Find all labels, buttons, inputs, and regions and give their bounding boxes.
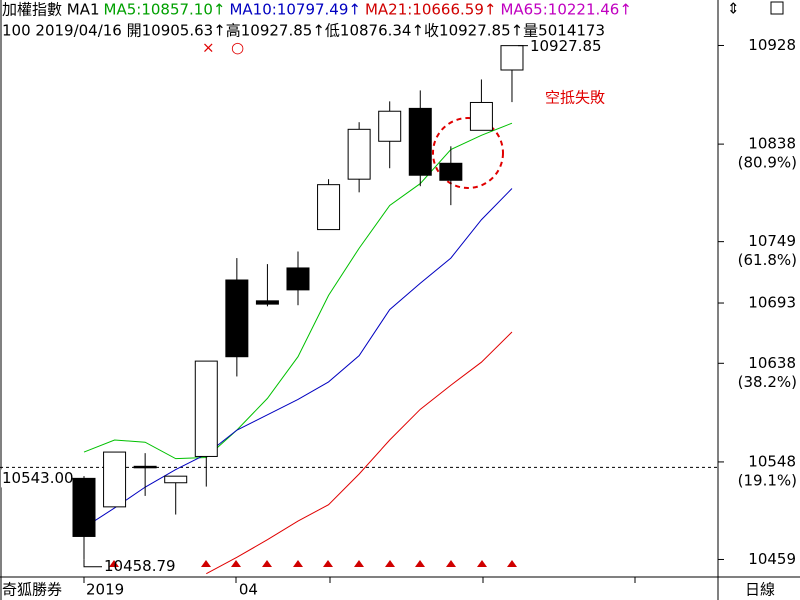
x-tick-label: 04 <box>239 581 258 599</box>
period-label[interactable]: 日線 <box>745 581 775 599</box>
highlight-circle <box>432 117 504 189</box>
candle-body <box>194 360 218 457</box>
annotation: 空抵失敗 <box>545 89 605 107</box>
header-item: 加權指數 MA1 <box>2 1 100 19</box>
candle-body <box>408 107 432 176</box>
fib-label: (80.9%) <box>738 154 797 172</box>
bottom-ticks <box>83 577 636 583</box>
high-label: 10927.85 <box>530 37 602 55</box>
scroll-icon[interactable]: ⇕ <box>727 0 784 18</box>
header-item: MA21:10666.59↑ <box>365 1 496 19</box>
reference-label: 10543.00 <box>2 469 74 487</box>
reference-label-bg <box>1 469 83 488</box>
candle-body <box>255 300 279 305</box>
ma-line <box>83 188 513 529</box>
ma-line <box>206 331 513 575</box>
y-tick-label: 10693 <box>748 294 796 312</box>
y-tick-label: 10548 <box>748 452 796 470</box>
candle-body <box>500 45 524 71</box>
header-item: MA5:10857.10↑ <box>104 1 226 19</box>
low-label: 10458.79 <box>104 557 176 575</box>
header-item: MA65:10221.46↑ <box>500 1 631 19</box>
candle-body <box>347 128 371 180</box>
candle-body <box>378 110 402 142</box>
candle-body <box>317 184 341 231</box>
candle-body <box>103 451 127 508</box>
y-tick-label: 10838 <box>748 135 796 153</box>
scroll-glyph[interactable]: ⇕ <box>727 0 740 18</box>
header-line2: 100 2019/04/16 開10905.63↑高10927.85↑低1087… <box>2 22 605 40</box>
candle-body <box>133 465 157 469</box>
y-tick-label: 10459 <box>748 550 796 568</box>
signal-markers <box>109 560 517 567</box>
ma-line <box>83 122 513 460</box>
y-tick-label: 10638 <box>748 354 796 372</box>
header-item: MA10:10797.49↑ <box>229 1 360 19</box>
candle-body <box>164 475 188 484</box>
candle-body <box>225 279 249 358</box>
fib-label: (61.8%) <box>738 251 797 269</box>
brand: 奇狐勝券 <box>2 581 62 599</box>
candle-body <box>439 162 463 181</box>
marker-x: × <box>202 39 215 57</box>
y-tick-label: 10928 <box>748 36 796 54</box>
marker-o: ○ <box>231 39 244 57</box>
candle-body <box>72 477 96 537</box>
candle-body <box>286 267 310 291</box>
window-box[interactable] <box>770 1 784 15</box>
low-leader <box>83 559 102 568</box>
y-tick-label: 10749 <box>748 232 796 250</box>
candle-body <box>469 101 493 131</box>
fib-label: (38.2%) <box>738 373 797 391</box>
x-tick-label: 2019 <box>86 581 124 599</box>
fib-label: (19.1%) <box>738 471 797 489</box>
